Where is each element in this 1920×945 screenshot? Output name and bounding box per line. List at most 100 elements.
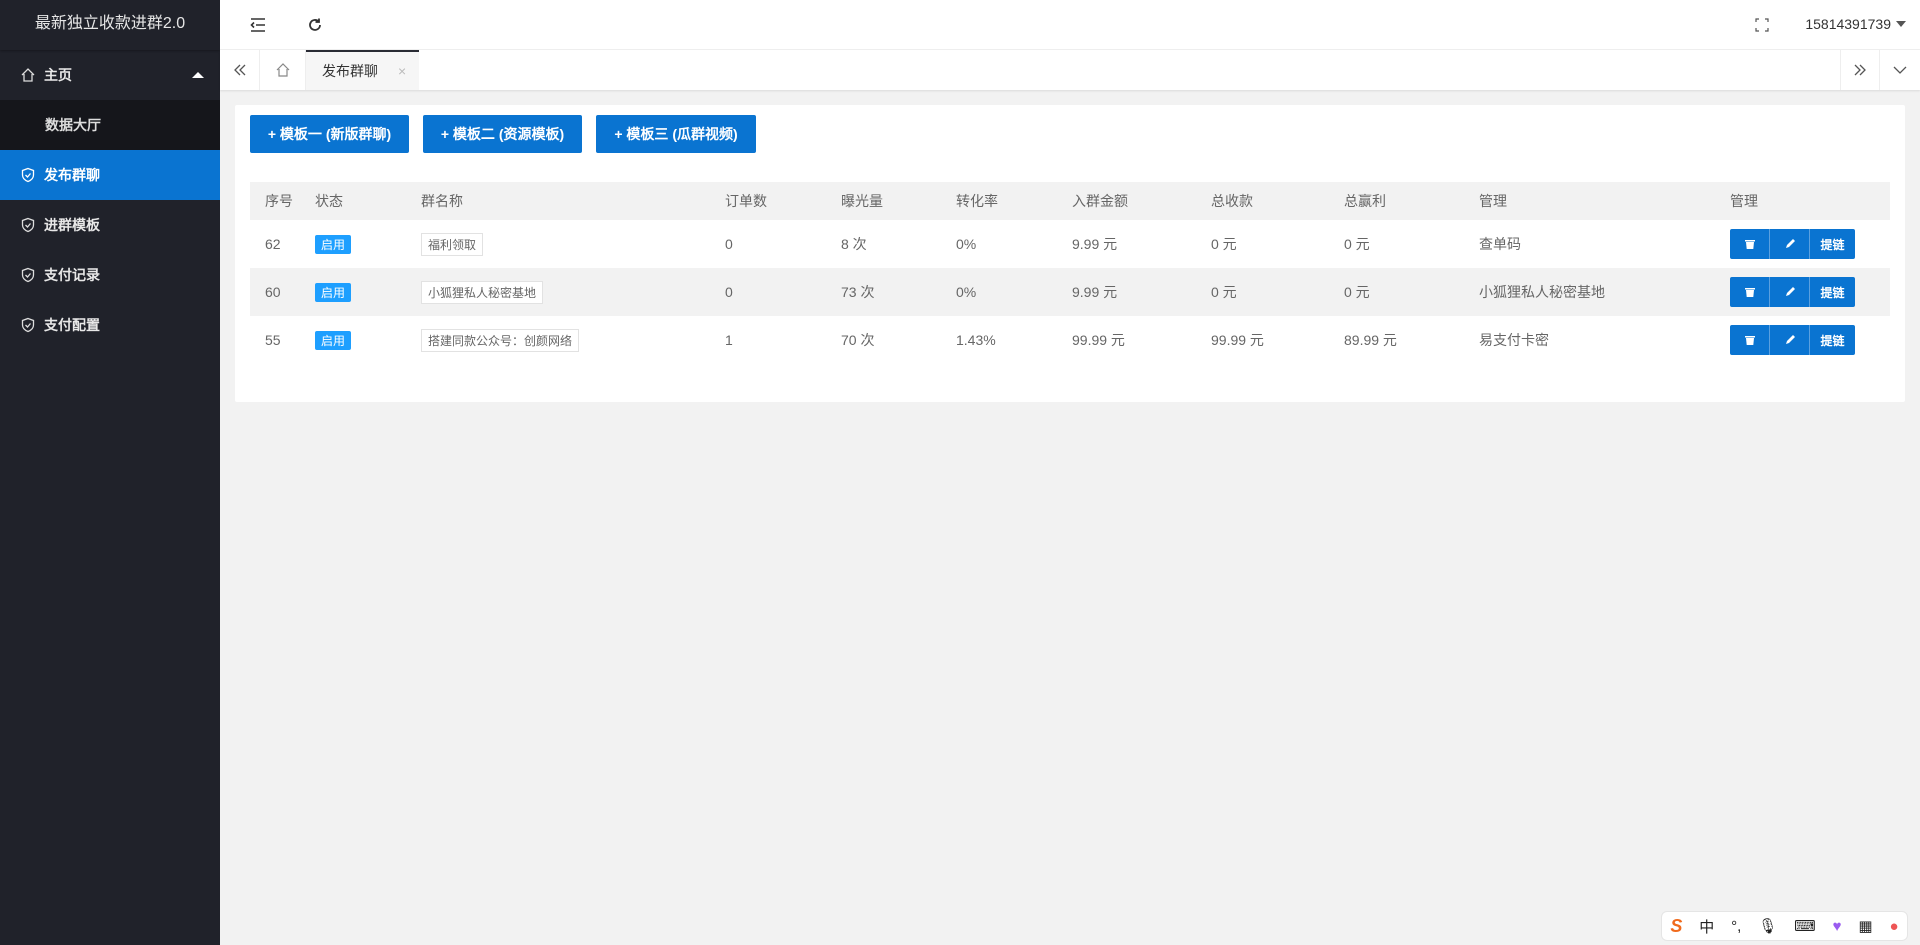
tab-publish-group[interactable]: 发布群聊 ×: [306, 50, 419, 90]
shield-icon: [20, 267, 36, 283]
rate: 0%: [956, 236, 977, 252]
sidebar-item-label: 发布群聊: [44, 167, 100, 183]
mascot-icon[interactable]: ●: [1889, 917, 1899, 935]
sidebar-item-payment-records[interactable]: 支付记录: [0, 250, 220, 300]
sidebar-item-publish-group[interactable]: 发布群聊: [0, 150, 220, 200]
home-tab-icon[interactable]: [260, 50, 306, 90]
sidebar-item-label: 支付配置: [44, 317, 100, 333]
ime-punctuation[interactable]: °,: [1731, 917, 1742, 935]
status-badge: 启用: [315, 234, 352, 254]
price: 9.99 元: [1072, 268, 1211, 316]
table-row: 60 启用 小狐狸私人秘密基地 0 73 次 0% 9.99 元 0 元 0 元…: [250, 268, 1890, 316]
col-total: 总收款: [1211, 182, 1344, 220]
shield-icon: [20, 217, 36, 233]
tab-menu-chevron-down-icon[interactable]: [1880, 50, 1920, 90]
tab-label: 发布群聊: [322, 63, 378, 79]
status-badge: 启用: [315, 330, 352, 350]
row-id: 60: [250, 268, 315, 316]
row-id: 55: [265, 332, 281, 348]
delete-button[interactable]: [1730, 277, 1770, 307]
views: 8 次: [841, 236, 867, 252]
group-name: 搭建同款公众号：创颜网络: [421, 328, 580, 352]
sidebar-item-dashboard[interactable]: 数据大厅: [0, 100, 220, 150]
orders: 0: [725, 236, 733, 252]
profit: 89.99 元: [1344, 332, 1397, 348]
sidebar-item-label: 主页: [44, 67, 72, 83]
collapse-menu-icon[interactable]: [246, 13, 270, 37]
row-actions: 提链: [1730, 229, 1855, 259]
pencil-icon: [1785, 335, 1795, 344]
shield-icon: [20, 317, 36, 333]
edit-button[interactable]: [1770, 325, 1810, 355]
col-status: 状态: [315, 182, 421, 220]
sidebar-item-label: 支付记录: [44, 267, 100, 283]
orders: 0: [725, 268, 841, 316]
app-title: 最新独立收款进群2.0: [0, 0, 220, 50]
shield-icon: [20, 167, 36, 183]
price: 99.99 元: [1072, 332, 1125, 348]
status-badge: 启用: [315, 282, 352, 302]
username: 15814391739: [1805, 16, 1891, 32]
caret-up-icon: [192, 72, 204, 78]
col-name: 群名称: [421, 182, 725, 220]
row-actions: 提链: [1730, 277, 1855, 307]
fullscreen-icon[interactable]: [1750, 13, 1774, 37]
skin-icon[interactable]: ♥: [1832, 917, 1842, 935]
profit: 0 元: [1344, 236, 1370, 252]
col-actions: 管理: [1730, 182, 1890, 220]
sidebar-item-payment-config[interactable]: 支付配置: [0, 300, 220, 350]
rate: 1.43%: [956, 332, 996, 348]
refresh-icon[interactable]: [303, 13, 327, 37]
group-name: 小狐狸私人秘密基地: [421, 280, 544, 304]
trash-icon: [1744, 240, 1755, 249]
tab-bar: 发布群聊 ×: [220, 50, 1920, 90]
manage: 易支付卡密: [1479, 332, 1549, 348]
row-actions: 提链: [1730, 325, 1855, 355]
delete-button[interactable]: [1730, 229, 1770, 259]
sidebar-item-home[interactable]: 主页: [0, 50, 220, 100]
edit-button[interactable]: [1770, 229, 1810, 259]
get-link-button[interactable]: 提链: [1810, 325, 1855, 355]
views: 73 次: [841, 268, 956, 316]
trash-icon: [1744, 336, 1755, 345]
group-table: 序号 状态 群名称 订单数 曝光量 转化率 入群金额 总收款 总赢利 管理 管理…: [250, 182, 1890, 364]
scroll-right-icon[interactable]: [1840, 50, 1880, 90]
edit-button[interactable]: [1770, 277, 1810, 307]
sidebar-item-templates[interactable]: 进群模板: [0, 200, 220, 250]
delete-button[interactable]: [1730, 325, 1770, 355]
group-name: 福利领取: [421, 232, 484, 256]
table-row: 55 启用 搭建同款公众号：创颜网络 1 70 次 1.43% 99.99 元 …: [250, 316, 1890, 364]
table-row: 62 启用 福利领取 0 8 次 0% 9.99 元 0 元 0 元 查单码 提…: [250, 220, 1890, 268]
ime-toolbar: S 中 °, 🎙 ⌨ ♥ ▦ ●: [1661, 911, 1908, 941]
ime-language[interactable]: 中: [1699, 918, 1715, 936]
col-profit: 总赢利: [1344, 182, 1479, 220]
add-template-1-button[interactable]: + 模板一 (新版群聊): [250, 115, 409, 153]
get-link-button[interactable]: 提链: [1810, 277, 1855, 307]
profit: 0 元: [1344, 268, 1479, 316]
get-link-button[interactable]: 提链: [1810, 229, 1855, 259]
header: 15814391739: [220, 0, 1920, 50]
col-price: 入群金额: [1072, 182, 1211, 220]
keyboard-icon[interactable]: ⌨: [1794, 918, 1816, 935]
manage: 查单码: [1479, 236, 1521, 252]
total: 99.99 元: [1211, 332, 1264, 348]
manage: 小狐狸私人秘密基地: [1479, 268, 1730, 316]
sidebar: 最新独立收款进群2.0 主页 数据大厅 发布群聊 进群模板 支付记录 支付配置: [0, 0, 220, 945]
sogou-logo-icon[interactable]: S: [1670, 915, 1683, 936]
scroll-left-icon[interactable]: [220, 50, 260, 90]
total: 0 元: [1211, 268, 1344, 316]
microphone-icon[interactable]: 🎙: [1758, 918, 1778, 935]
trash-icon: [1744, 288, 1755, 297]
user-menu[interactable]: 15814391739: [1805, 16, 1906, 32]
add-template-3-button[interactable]: + 模板三 (瓜群视频): [596, 115, 756, 153]
table-header: 序号 状态 群名称 订单数 曝光量 转化率 入群金额 总收款 总赢利 管理 管理: [250, 182, 1890, 220]
views: 70 次: [841, 332, 875, 348]
home-icon: [20, 67, 36, 83]
col-id: 序号: [250, 182, 315, 220]
close-tab-icon[interactable]: ×: [398, 63, 407, 79]
apps-grid-icon[interactable]: ▦: [1858, 918, 1873, 935]
pencil-icon: [1785, 239, 1795, 248]
total: 0 元: [1211, 236, 1237, 252]
orders: 1: [725, 332, 733, 348]
add-template-2-button[interactable]: + 模板二 (资源模板): [423, 115, 582, 153]
